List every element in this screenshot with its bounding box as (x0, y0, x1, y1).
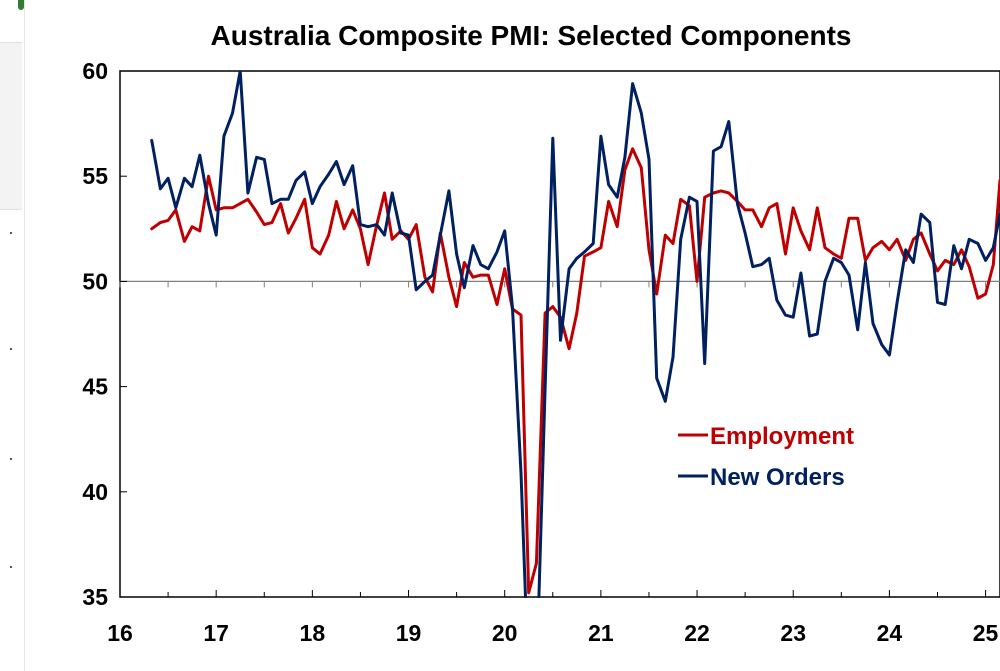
status-dot (18, 0, 24, 10)
edge-mark (10, 458, 12, 460)
x-tick-label: 17 (203, 620, 229, 646)
left-edge-strip (0, 0, 25, 671)
edge-mark (10, 348, 12, 350)
series-layer (150, 71, 1000, 598)
edge-mark (10, 232, 12, 234)
legend-label-new-orders: New Orders (710, 464, 845, 491)
x-tick-label: 24 (877, 620, 903, 646)
series-line-new-orders (150, 71, 1000, 598)
x-tick-label: 20 (492, 620, 518, 646)
y-tick-label: 35 (82, 584, 108, 610)
x-tick-label: 19 (396, 620, 422, 646)
x-tick-label: 25 (973, 620, 999, 646)
y-tick-label: 50 (82, 268, 108, 294)
x-tick-label: 23 (780, 620, 806, 646)
y-tick-label: 40 (82, 479, 108, 505)
series-line-employment (150, 147, 1000, 595)
y-tick-label: 45 (82, 374, 108, 400)
pmi-chart: Australia Composite PMI: Selected Compon… (82, 20, 1000, 646)
chart-title: Australia Composite PMI: Selected Compon… (211, 20, 852, 51)
x-tick-label: 18 (300, 620, 326, 646)
edge-mark (10, 566, 12, 568)
chart-frame: Australia Composite PMI: Selected Compon… (44, 0, 1000, 671)
y-tick-label: 55 (82, 163, 108, 189)
x-tick-label: 22 (684, 620, 710, 646)
axes (119, 70, 1000, 598)
x-tick-label: 21 (588, 620, 614, 646)
tick-labels: 35 40 45 50 55 60 16 17 18 19 20 21 22 23 24 25 (82, 58, 998, 646)
legend: Employment New Orders (678, 423, 854, 491)
plot-area-border (119, 70, 1000, 598)
y-tick-label: 60 (82, 58, 108, 84)
legend-label-employment: Employment (710, 423, 854, 450)
side-panel (0, 42, 22, 210)
x-tick-label: 16 (107, 620, 133, 646)
